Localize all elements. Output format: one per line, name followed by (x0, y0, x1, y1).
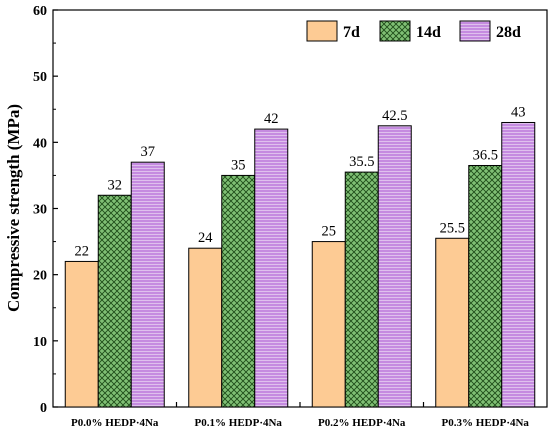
bar-14d-2 (344, 171, 379, 408)
y-tick-label: 50 (33, 70, 47, 85)
data-label-7d-2: 25 (322, 224, 337, 240)
data-label-14d-0: 32 (108, 177, 123, 193)
bar-14d-1 (221, 174, 256, 408)
x-category-label: P0.3% HEDP·4Na (442, 417, 530, 429)
x-category-label: P0.1% HEDP·4Na (195, 417, 283, 429)
bar-28d-0 (130, 161, 165, 408)
legend-label-14d: 14d (416, 24, 441, 41)
bar-7d-1 (188, 247, 223, 408)
y-tick-label: 60 (33, 4, 47, 19)
bar-7d-2 (311, 241, 346, 408)
plot-area: 0 10 20 30 40 50 60 22 32 37 P0.0% HEDP·4Na 24 35 42 P… (33, 4, 548, 429)
data-label-28d-0: 37 (141, 144, 156, 160)
data-label-28d-1: 42 (264, 111, 279, 127)
y-tick-label: 20 (33, 269, 47, 284)
legend-swatch-14d (379, 20, 411, 42)
y-tick-label: 40 (33, 136, 47, 151)
bar-7d-0 (64, 260, 99, 408)
legend-label-7d: 7d (343, 24, 360, 41)
data-label-14d-3: 36.5 (473, 147, 498, 163)
bar-7d-3 (435, 237, 470, 408)
data-label-7d-3: 25.5 (440, 220, 465, 236)
legend-label-28d: 28d (496, 24, 521, 41)
y-axis-title: Compressive strength (MPa) (4, 104, 23, 312)
data-label-14d-2: 35.5 (349, 154, 374, 170)
y-tick-label: 10 (33, 335, 47, 350)
data-label-28d-3: 43 (511, 104, 526, 120)
bar-28d-3 (501, 121, 536, 408)
data-label-14d-1: 35 (231, 157, 246, 173)
y-tick-label: 0 (40, 401, 47, 416)
legend: 7d 14d 28d (306, 20, 521, 42)
data-label-28d-2: 42.5 (382, 108, 407, 124)
x-category-label: P0.0% HEDP·4Na (71, 417, 159, 429)
bar-14d-3 (468, 164, 503, 408)
data-label-7d-0: 22 (75, 243, 90, 259)
legend-swatch-7d (306, 20, 338, 42)
bar-28d-1 (254, 128, 289, 408)
legend-swatch-28d (459, 20, 491, 42)
y-tick-label: 30 (33, 203, 47, 218)
bar-14d-0 (97, 194, 132, 408)
x-category-label: P0.2% HEDP·4Na (318, 417, 406, 429)
data-label-7d-1: 24 (198, 230, 213, 246)
bar-28d-2 (377, 125, 412, 408)
